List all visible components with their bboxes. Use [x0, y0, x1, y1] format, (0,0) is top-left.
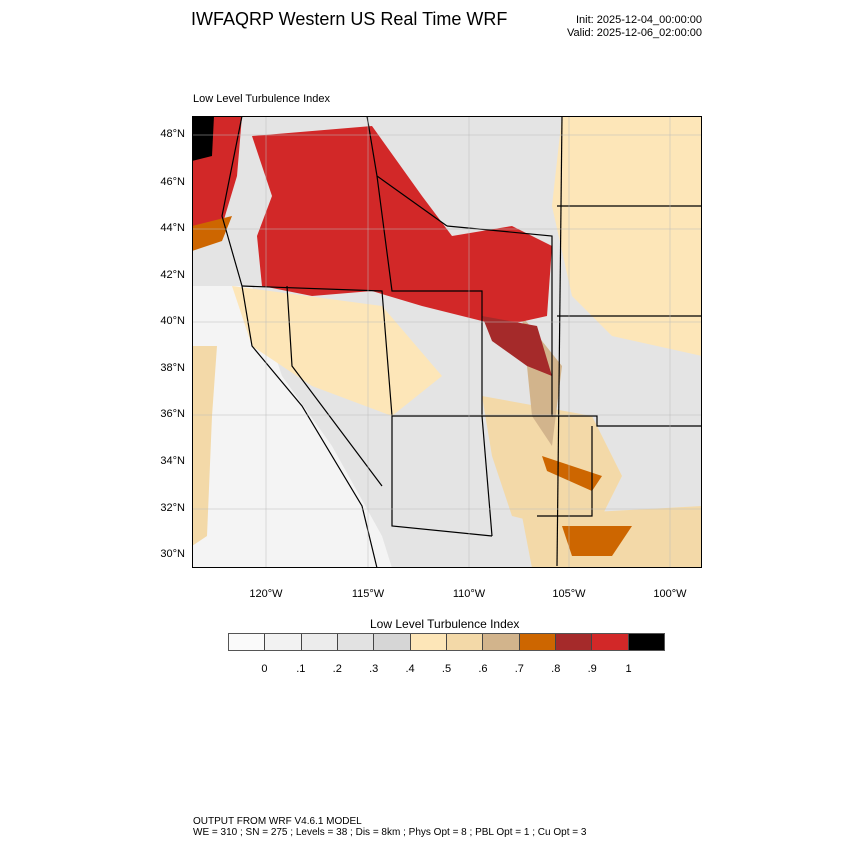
- colorbar-tick-label: .8: [551, 663, 561, 675]
- ocean-orange: [192, 216, 232, 251]
- colorbar-swatch: [592, 634, 629, 650]
- lat-label: 48°N: [160, 128, 185, 140]
- colorbar-tick-label: .1: [296, 663, 306, 675]
- colorbar-swatch: [374, 634, 411, 650]
- plains-tan: [552, 116, 702, 356]
- run-times: Init: 2025-12-04_00:00:00 Valid: 2025-12…: [567, 14, 702, 40]
- field-label: Low Level Turbulence Index: [193, 93, 330, 105]
- lat-label: 46°N: [160, 176, 185, 188]
- colorbar-tick-label: .2: [332, 663, 342, 675]
- lon-label: 100°W: [653, 588, 687, 600]
- colorbar-tick-label: .9: [587, 663, 597, 675]
- colorbar-swatch: [483, 634, 520, 650]
- colorbar-swatch: [337, 634, 375, 650]
- model-info: OUTPUT FROM WRF V4.6.1 MODEL WE = 310 ; …: [193, 816, 586, 838]
- colorbar-tick-label: .4: [405, 663, 415, 675]
- colorbar-tick-label: .3: [369, 663, 379, 675]
- lat-label: 40°N: [160, 315, 185, 327]
- model-config: WE = 310 ; SN = 275 ; Levels = 38 ; Dis …: [193, 827, 587, 838]
- model-version: OUTPUT FROM WRF V4.6.1 MODEL: [193, 816, 362, 827]
- graticule: [192, 116, 702, 568]
- plot-title: IWFAQRP Western US Real Time WRF: [191, 9, 508, 29]
- lat-label: 30°N: [160, 548, 185, 560]
- colorbar-swatch: [301, 634, 338, 650]
- lat-label: 34°N: [160, 455, 185, 467]
- turbulence-map: [192, 116, 702, 568]
- init-time: Init: 2025-12-04_00:00:00: [576, 14, 702, 26]
- colorado-red: [482, 316, 552, 376]
- colorbar-tick-label: .6: [478, 663, 488, 675]
- ocean-black: [192, 116, 214, 161]
- colorbar-title: Low Level Turbulence Index: [370, 617, 520, 631]
- lon-label: 110°W: [452, 588, 486, 600]
- lon-label: 120°W: [249, 588, 283, 600]
- lat-label: 42°N: [160, 269, 185, 281]
- lat-label: 38°N: [160, 362, 185, 374]
- nw-red: [252, 126, 552, 326]
- valid-time: Valid: 2025-12-06_02:00:00: [567, 27, 702, 39]
- colorbar-swatch: [410, 634, 447, 650]
- colorbar-swatch: [555, 634, 593, 650]
- colorbar-swatch: [446, 634, 484, 650]
- nm-orange: [542, 456, 602, 491]
- lat-label: 32°N: [160, 502, 185, 514]
- colorbar-swatch: [229, 634, 266, 650]
- colorbar-swatch: [519, 634, 556, 650]
- lon-label: 115°W: [351, 588, 385, 600]
- lat-label: 36°N: [160, 408, 185, 420]
- colorbar: [228, 633, 665, 651]
- colorbar-swatch: [628, 634, 664, 650]
- colorbar-tick-label: .5: [441, 663, 452, 675]
- colorbar-tick-label: 0: [261, 663, 268, 675]
- colorbar-tick-label: 1: [625, 663, 632, 675]
- lon-label: 105°W: [552, 588, 586, 600]
- lat-label: 44°N: [160, 222, 185, 234]
- colorbar-tick-label: .7: [514, 663, 524, 675]
- state-borders: [221, 116, 702, 568]
- ocean-tan: [192, 346, 217, 546]
- ocean-light: [192, 286, 392, 568]
- tx-orange: [562, 526, 632, 556]
- colorbar-swatch: [265, 634, 302, 650]
